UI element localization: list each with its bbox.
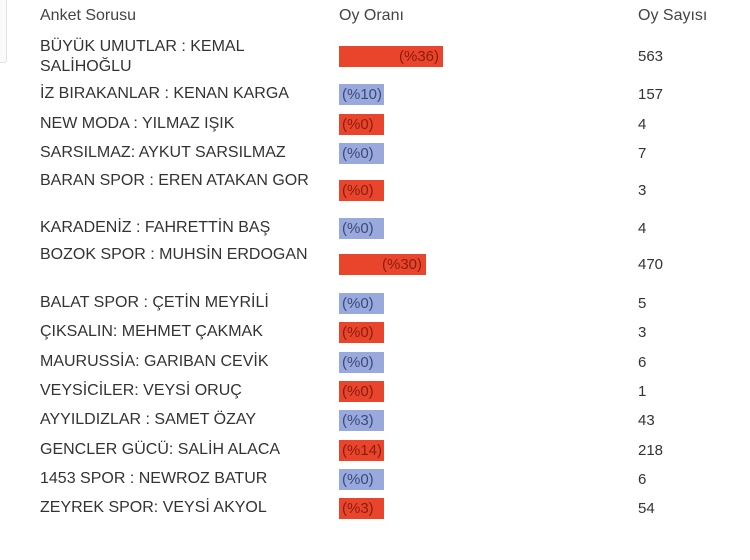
- vote-rate-bar: (%3): [339, 410, 384, 432]
- left-panel-edge: [0, 0, 7, 63]
- poll-row: BARAN SPOR : EREN ATAKAN GOR (%0) 3: [0, 168, 750, 213]
- poll-row: GENCLER GÜCÜ: SALİH ALACA (%14) 218: [0, 435, 750, 464]
- vote-rate-bar: (%0): [339, 322, 384, 344]
- vote-rate-bar: (%10): [339, 84, 384, 106]
- poll-option-label: SARSILMAZ: AYKUT SARSILMAZ: [40, 144, 286, 162]
- vote-rate-bar: (%0): [339, 179, 384, 201]
- poll-row: VEYSİCİLER: VEYSİ ORUÇ (%0) 1: [0, 376, 750, 405]
- vote-count: 3: [638, 324, 647, 342]
- header-question: Anket Sorusu: [40, 7, 137, 24]
- vote-count: 54: [638, 500, 655, 518]
- vote-count: 218: [638, 441, 664, 459]
- vote-count: 563: [638, 48, 664, 65]
- poll-row: SARSILMAZ: AYKUT SARSILMAZ (%0) 7: [0, 138, 750, 167]
- poll-option-label: İZ BIRAKANLAR : KENAN KARGA: [40, 85, 289, 103]
- poll-option-label: MAURUSSİA: GARIBAN CEVİK: [40, 352, 269, 370]
- vote-rate-bar: (%30): [339, 254, 426, 276]
- vote-count: 4: [638, 219, 647, 237]
- poll-row: BÜYÜK UMUTLAR : KEMAL SALİHOĞLU (%36) 56…: [0, 34, 750, 79]
- vote-count: 7: [638, 145, 647, 163]
- vote-rate-bar: (%0): [339, 469, 384, 491]
- poll-row: ZEYREK SPOR: VEYSİ AKYOL (%3) 54: [0, 493, 750, 522]
- poll-option-label: NEW MODA : YILMAZ IŞIK: [40, 114, 235, 132]
- poll-option-label: KARADENİZ : FAHRETTİN BAŞ: [40, 218, 271, 236]
- vote-count: 6: [638, 471, 647, 489]
- poll-option-label: 1453 SPOR : NEWROZ BATUR: [40, 470, 268, 488]
- poll-option-label: BOZOK SPOR : MUHSİN ERDOGAN: [40, 246, 308, 264]
- header-vote-count: Oy Sayısı: [638, 7, 708, 24]
- vote-rate-bar: (%14): [339, 439, 384, 461]
- table-header: Anket Sorusu Oy Oranı Oy Sayısı: [0, 0, 750, 34]
- poll-row: 1453 SPOR : NEWROZ BATUR (%0) 6: [0, 464, 750, 493]
- vote-rate-bar: (%0): [339, 217, 384, 239]
- poll-results-table: Anket Sorusu Oy Oranı Oy Sayısı BÜYÜK UM…: [0, 0, 750, 522]
- poll-row: İZ BIRAKANLAR : KENAN KARGA (%10) 157: [0, 79, 750, 108]
- vote-rate-bar: (%3): [339, 498, 384, 520]
- poll-row: KARADENİZ : FAHRETTİN BAŞ (%0) 4: [0, 213, 750, 242]
- poll-option-label: ZEYREK SPOR: VEYSİ AKYOL: [40, 499, 267, 517]
- header-vote-rate: Oy Oranı: [339, 7, 404, 24]
- poll-option-label: VEYSİCİLER: VEYSİ ORUÇ: [40, 381, 242, 399]
- poll-option-label: BÜYÜK UMUTLAR : KEMAL SALİHOĞLU: [40, 38, 244, 75]
- vote-rate-bar: (%0): [339, 380, 384, 402]
- poll-row: BALAT SPOR : ÇETİN MEYRİLİ (%0) 5: [0, 288, 750, 317]
- vote-count: 4: [638, 115, 647, 133]
- vote-count: 3: [638, 181, 647, 199]
- poll-row: NEW MODA : YILMAZ IŞIK (%0) 4: [0, 109, 750, 138]
- vote-count: 470: [638, 256, 664, 274]
- vote-count: 5: [638, 294, 647, 312]
- vote-count: 43: [638, 412, 655, 430]
- vote-count: 1: [638, 382, 647, 400]
- poll-row: BOZOK SPOR : MUHSİN ERDOGAN (%30) 470: [0, 242, 750, 287]
- poll-row: MAURUSSİA: GARIBAN CEVİK (%0) 6: [0, 347, 750, 376]
- vote-count: 157: [638, 86, 664, 104]
- vote-rate-bar: (%0): [339, 113, 384, 135]
- poll-option-label: AYYILDIZLAR : SAMET ÖZAY: [40, 411, 257, 429]
- vote-rate-bar: (%0): [339, 292, 384, 314]
- poll-row: AYYILDIZLAR : SAMET ÖZAY (%3) 43: [0, 405, 750, 434]
- poll-option-label: BALAT SPOR : ÇETİN MEYRİLİ: [40, 293, 269, 311]
- vote-rate-bar: (%0): [339, 351, 384, 373]
- poll-option-label: BARAN SPOR : EREN ATAKAN GOR: [40, 171, 309, 189]
- vote-rate-bar: (%36): [339, 46, 443, 67]
- vote-rate-bar: (%0): [339, 143, 384, 165]
- poll-option-label: ÇIKSALIN: MEHMET ÇAKMAK: [40, 323, 263, 341]
- vote-count: 6: [638, 353, 647, 371]
- poll-row: ÇIKSALIN: MEHMET ÇAKMAK (%0) 3: [0, 317, 750, 346]
- poll-option-label: GENCLER GÜCÜ: SALİH ALACA: [40, 440, 281, 458]
